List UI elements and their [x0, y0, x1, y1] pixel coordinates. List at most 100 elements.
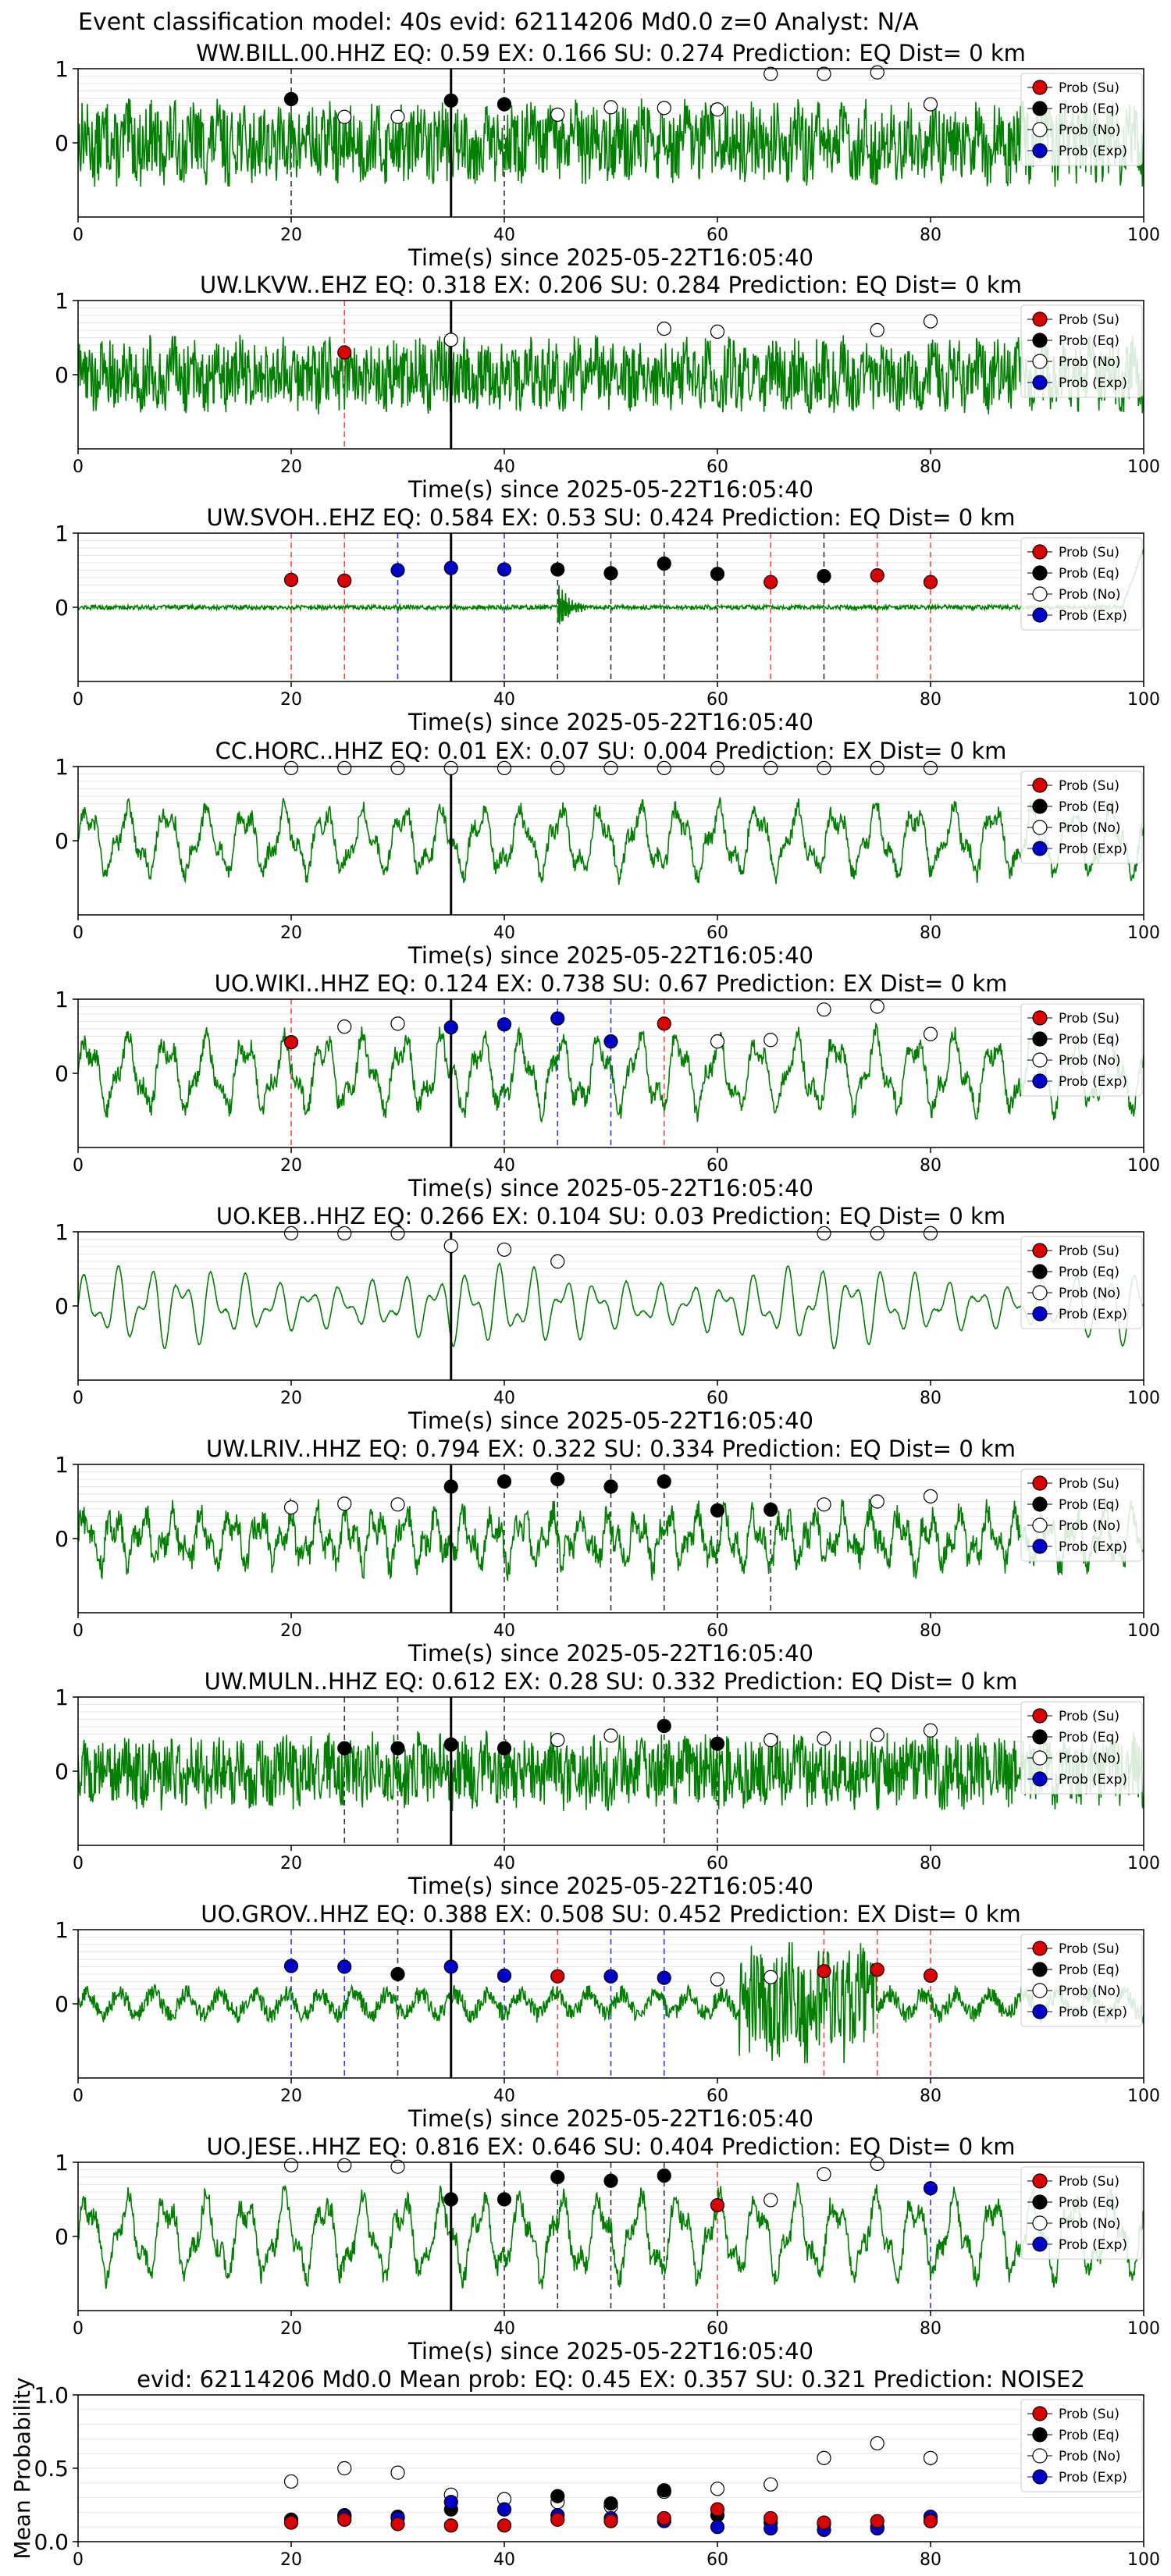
panel-title: CC.HORC..HHZ EQ: 0.01 EX: 0.07 SU: 0.004… — [215, 738, 1007, 764]
axes-frame — [77, 2161, 1144, 2311]
prob-marker-exp — [497, 562, 512, 577]
mean-marker-exp — [443, 2495, 458, 2510]
x-tick-label: 0 — [73, 1854, 84, 1873]
legend-marker-exp — [1032, 2004, 1048, 2019]
prob-marker-eq — [390, 1966, 405, 1982]
prob-marker-no — [763, 1969, 778, 1984]
prob-marker-eq — [550, 2169, 565, 2185]
legend-marker-su — [1032, 2173, 1048, 2189]
prob-marker-no — [870, 2156, 884, 2171]
y-tick-label: 1 — [55, 754, 69, 780]
legend-label-exp: Prob (Exp) — [1059, 608, 1127, 624]
prob-marker-su — [337, 345, 352, 360]
prob-marker-eq — [497, 97, 512, 112]
legend-label-eq: Prob (Eq) — [1059, 799, 1119, 815]
x-tick-label: 60 — [707, 2087, 728, 2106]
legend-marker-no — [1032, 1750, 1048, 1766]
prob-marker-su — [923, 1968, 938, 1983]
prob-marker-no — [710, 760, 725, 776]
legend-box — [1020, 2399, 1143, 2492]
legend-label-eq: Prob (Eq) — [1059, 333, 1119, 349]
station-panel: CC.HORC..HHZ EQ: 0.01 EX: 0.07 SU: 0.004… — [55, 738, 1160, 969]
axes-frame — [77, 1929, 1144, 2079]
legend-label-exp: Prob (Exp) — [1059, 841, 1127, 857]
panel-title: UO.WIKI..HHZ EQ: 0.124 EX: 0.738 SU: 0.6… — [215, 970, 1008, 997]
axes-frame — [77, 1231, 1144, 1381]
legend-label-eq: Prob (Eq) — [1059, 2195, 1119, 2211]
prob-marker-su — [283, 1034, 299, 1050]
legend-label-su: Prob (Su) — [1059, 1011, 1119, 1026]
prob-marker-no — [390, 109, 405, 124]
prob-marker-no — [603, 1728, 618, 1743]
prob-marker-eq — [390, 1741, 405, 1756]
x-axis-label: Time(s) since 2025-05-22T16:05:40 — [408, 942, 813, 969]
axes-frame — [77, 766, 1144, 916]
y-tick-label: 0 — [55, 1293, 69, 1319]
panel-title: UW.LRIV..HHZ EQ: 0.794 EX: 0.322 SU: 0.3… — [206, 1436, 1016, 1462]
axes-frame — [77, 998, 1144, 1148]
prob-marker-eq — [283, 91, 299, 107]
legend-label-no: Prob (No) — [1059, 820, 1121, 836]
legend-label-eq: Prob (Eq) — [1059, 1032, 1119, 1048]
prob-marker-no — [870, 1226, 884, 1241]
prob-marker-no — [283, 1500, 299, 1515]
prob-marker-eq — [497, 1741, 512, 1756]
mean-marker-eq — [550, 2489, 565, 2503]
legend-label-su: Prob (Su) — [1059, 2407, 1119, 2422]
prob-marker-eq — [657, 1718, 671, 1734]
x-tick-label: 80 — [920, 2550, 941, 2570]
mean-marker-su — [710, 2502, 725, 2517]
axes-frame — [77, 1464, 1144, 1614]
prob-marker-eq — [710, 567, 725, 582]
x-tick-label: 80 — [920, 2319, 941, 2339]
legend-box — [1020, 537, 1143, 631]
legend-marker-eq — [1032, 1729, 1048, 1745]
y-tick-label: 0 — [55, 2224, 69, 2250]
y-tick-label: 1 — [55, 1452, 69, 1478]
prob-marker-no — [763, 1033, 778, 1048]
prob-marker-no — [443, 1238, 458, 1254]
legend-label-exp: Prob (Exp) — [1059, 144, 1127, 159]
prob-marker-no — [337, 760, 352, 776]
x-tick-label: 0 — [73, 1156, 84, 1176]
x-tick-label: 100 — [1127, 1621, 1160, 1641]
prob-marker-no — [337, 1019, 352, 1034]
prob-marker-exp — [550, 1011, 565, 1026]
axes-frame — [77, 1696, 1144, 1846]
legend-label-eq: Prob (Eq) — [1059, 1730, 1119, 1745]
x-tick-label: 60 — [707, 1389, 728, 1408]
waveform-trace — [78, 334, 1144, 415]
legend-label-eq: Prob (Eq) — [1059, 1497, 1119, 1513]
legend-label-exp: Prob (Exp) — [1059, 375, 1127, 391]
prob-marker-eq — [763, 1502, 778, 1517]
legend-marker-su — [1032, 1708, 1048, 1724]
x-tick-label: 20 — [280, 457, 302, 477]
y-tick-label: 0 — [55, 595, 69, 621]
x-axis-label: Time(s) since 2025-05-22T16:05:40 — [408, 2338, 813, 2364]
legend-label-no: Prob (No) — [1059, 587, 1121, 603]
mean-marker-no — [390, 2465, 405, 2480]
x-tick-label: 60 — [707, 226, 728, 245]
station-panel: UO.GROV..HHZ EQ: 0.388 EX: 0.508 SU: 0.4… — [55, 1901, 1160, 2132]
prob-marker-no — [870, 1494, 884, 1509]
legend-label-no: Prob (No) — [1059, 2449, 1121, 2464]
plot-area — [78, 1697, 1144, 1845]
legend-label-no: Prob (No) — [1059, 1984, 1121, 1999]
prob-marker-eq — [710, 1503, 725, 1518]
legend-label-no: Prob (No) — [1059, 123, 1121, 138]
legend-label-exp: Prob (Exp) — [1059, 2005, 1127, 2020]
legend-marker-exp — [1032, 841, 1048, 856]
mean-marker-no — [870, 2435, 884, 2451]
prob-marker-no — [763, 2193, 778, 2208]
prob-marker-su — [710, 2198, 725, 2213]
legend-label-no: Prob (No) — [1059, 354, 1121, 370]
legend-marker-su — [1032, 544, 1048, 560]
legend-marker-eq — [1032, 1962, 1048, 1977]
legend-box — [1020, 1701, 1143, 1795]
prob-marker-no — [390, 2159, 405, 2174]
prob-marker-no — [443, 760, 458, 776]
station-panel: UO.JESE..HHZ EQ: 0.816 EX: 0.646 SU: 0.4… — [55, 2133, 1160, 2364]
prob-marker-no — [923, 314, 938, 329]
prob-marker-su — [283, 572, 299, 587]
mean-marker-eq — [657, 2483, 671, 2498]
